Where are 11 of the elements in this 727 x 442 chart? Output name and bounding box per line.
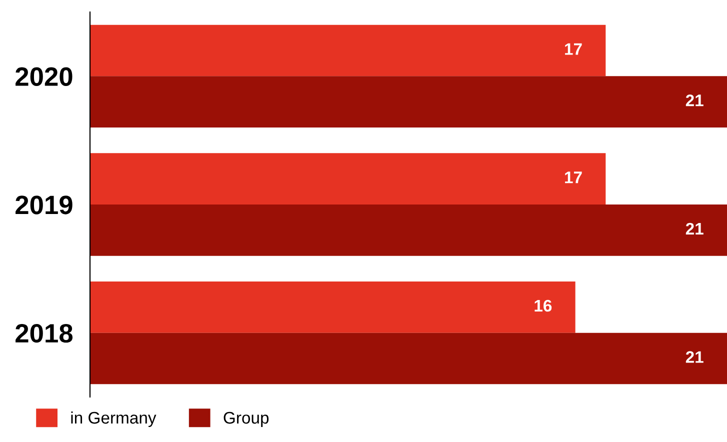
data-label: 16 [534,300,552,312]
data-label: 21 [686,222,704,234]
data-label: 21 [686,351,704,363]
y-tick-label: 2019 [16,196,72,214]
data-label: 17 [565,172,582,184]
legend-label: Group [224,412,269,427]
data-label: 21 [686,94,704,106]
legend-label: in Germany [71,411,156,427]
y-tick-label: 2018 [16,324,73,343]
data-label: 17 [565,43,582,55]
y-tick-label: 2020 [16,67,72,86]
